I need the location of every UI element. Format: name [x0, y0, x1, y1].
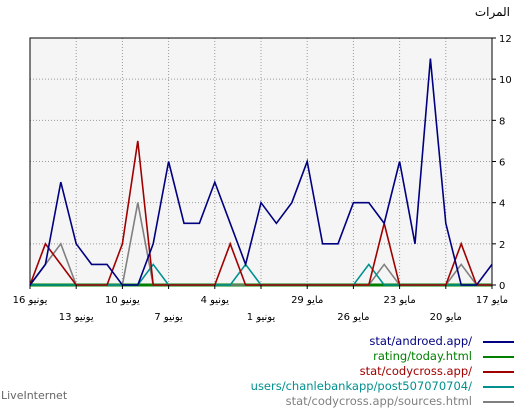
x-tick-label: 7 يونيو: [154, 312, 183, 323]
x-axis: 16 يونيو 10 يونيو 4 يونيو 29 مايو 23 مايو 17 …: [13, 285, 508, 323]
legend-swatch: [483, 341, 514, 343]
legend-entry: rating/today.html: [0, 349, 520, 364]
y-tick-label: 8: [499, 116, 505, 127]
x-tick-label: 23 مايو: [383, 295, 415, 306]
legend-swatch: [483, 356, 514, 358]
legend-label: stat/codycross.app/: [359, 364, 472, 378]
x-tick-label: 29 مايو: [291, 295, 323, 306]
legend-entry: users/chanlebankapp/post507070704/: [0, 379, 520, 394]
x-tick-label: 17 مايو: [476, 295, 508, 306]
y-axis-label: المرات: [474, 5, 510, 19]
legend-swatch: [483, 371, 514, 373]
y-tick-label: 4: [499, 199, 505, 210]
legend-entry: stat/androed.app/: [0, 334, 520, 349]
legend-label: rating/today.html: [373, 349, 472, 363]
line-chart: 0 2 4 6 8 10 12 16 يونيو 10 يونيو 4 يونيو 29 مايو…: [13, 34, 512, 323]
legend-label: users/chanlebankapp/post507070704/: [250, 379, 472, 393]
x-tick-label: 1 يونيو: [247, 312, 276, 323]
x-tick-label: 4 يونيو: [201, 295, 230, 306]
legend-label: stat/codycross.app/sources.html: [285, 394, 472, 408]
x-tick-label: 16 يونيو: [13, 295, 48, 306]
legend-swatch: [483, 401, 514, 403]
legend-label: stat/androed.app/: [369, 334, 472, 348]
series-line: [29, 58, 493, 286]
legend-entry: stat/codycross.app/sources.html: [0, 394, 520, 409]
brand-label: LiveInternet: [1, 389, 68, 402]
x-tick-label: 26 مايو: [337, 312, 369, 323]
y-tick-label: 6: [499, 158, 505, 169]
chart-grid: [29, 37, 493, 286]
y-tick-label: 0: [499, 281, 505, 292]
y-axis: 0 2 4 6 8 10 12: [492, 34, 512, 292]
legend-swatch: [483, 386, 514, 388]
y-tick-label: 10: [499, 75, 512, 86]
legend-entry: stat/codycross.app/: [0, 364, 520, 379]
x-tick-label: 13 يونيو: [59, 312, 94, 323]
x-tick-label: 20 مايو: [430, 312, 462, 323]
y-tick-label: 12: [499, 34, 512, 45]
x-tick-label: 10 يونيو: [105, 295, 140, 306]
y-tick-label: 2: [499, 240, 505, 251]
chart-legend: stat/androed.app/rating/today.html stat/c…: [0, 334, 520, 409]
